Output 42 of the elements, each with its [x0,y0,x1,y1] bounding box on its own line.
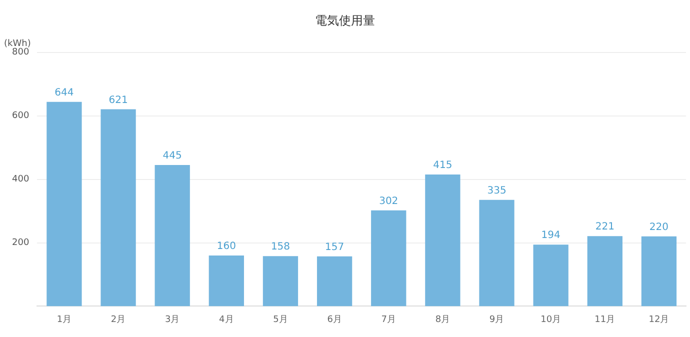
x-tick-label: 6月 [327,314,342,325]
chart-title: 電気使用量 [315,13,375,28]
data-label: 415 [433,160,452,172]
x-tick-label: 8月 [435,314,450,325]
bar [479,200,514,306]
data-label: 220 [649,222,669,233]
data-label: 157 [325,242,344,253]
bar [262,256,298,306]
x-tick-label: 5月 [273,314,288,325]
bar [46,102,82,306]
x-tick-label: 9月 [489,314,504,325]
y-tick-label: 200 [12,238,30,248]
x-tick-label: 1月 [56,314,72,325]
bar [208,255,244,306]
bar [425,174,460,306]
bar [371,210,406,306]
bar [587,236,622,306]
y-tick-label: 800 [12,48,30,58]
x-tick-label: 4月 [219,314,234,325]
bar [533,244,568,306]
data-label: 221 [595,222,614,233]
x-tick-label: 3月 [164,314,180,325]
data-label: 194 [541,230,560,242]
x-tick-label: 7月 [381,314,396,325]
y-axis-title: (kWh) [4,39,31,50]
x-tick-label: 10月 [540,314,562,325]
data-label: 621 [108,94,128,106]
data-label: 302 [379,196,398,207]
data-label: 160 [216,241,236,252]
bar [100,109,136,306]
data-label: 644 [54,87,74,98]
data-label: 158 [270,242,290,253]
bar [316,256,352,306]
x-tick-label: 11月 [594,314,616,325]
data-label: 445 [162,150,182,162]
y-tick-label: 400 [12,174,30,185]
y-tick-label: 600 [12,111,30,122]
x-tick-label: 2月 [110,314,126,325]
x-tick-label: 12月 [648,314,670,325]
bar [154,165,190,306]
bar [641,236,677,306]
data-label: 335 [487,186,506,197]
